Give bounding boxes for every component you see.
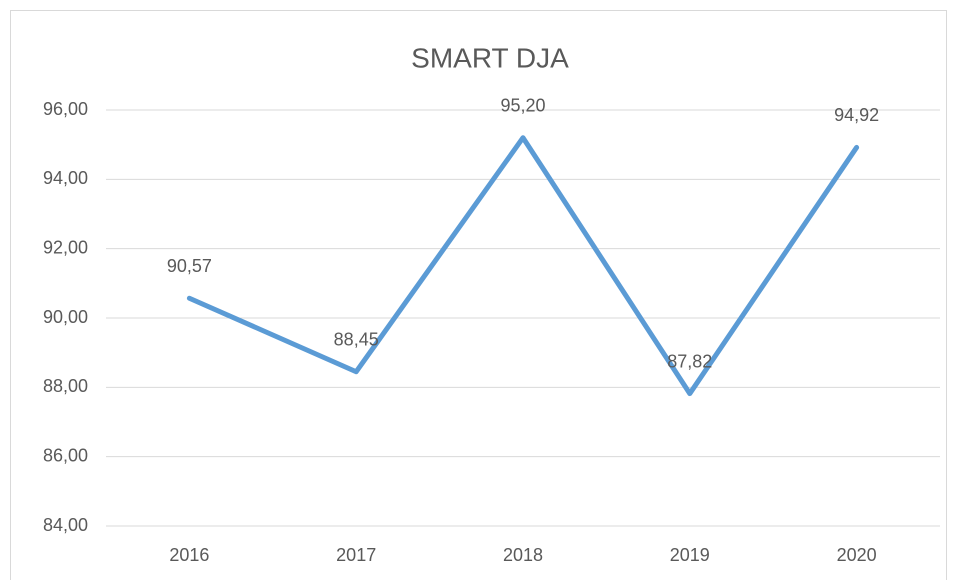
data-label: 95,20	[500, 95, 545, 115]
y-tick-label: 92,00	[43, 237, 88, 257]
line	[186, 135, 860, 397]
data-label: 88,45	[334, 329, 379, 349]
x-tick-label: 2017	[336, 545, 376, 565]
data-label: 90,57	[167, 256, 212, 276]
data-label: 87,82	[667, 351, 712, 371]
y-tick-label: 88,00	[43, 376, 88, 396]
chart-border	[10, 10, 947, 580]
x-tick-label: 2019	[670, 545, 710, 565]
chart-title: SMART DJA	[411, 42, 569, 73]
y-tick-label: 94,00	[43, 168, 88, 188]
x-tick-label: 2020	[837, 545, 877, 565]
data-label: 94,92	[834, 105, 879, 125]
y-tick-label: 84,00	[43, 515, 88, 535]
y-tick-label: 90,00	[43, 307, 88, 327]
y-tick-label: 86,00	[43, 445, 88, 465]
x-tick-label: 2018	[503, 545, 543, 565]
x-tick-label: 2016	[169, 545, 209, 565]
y-tick-label: 96,00	[43, 99, 88, 119]
